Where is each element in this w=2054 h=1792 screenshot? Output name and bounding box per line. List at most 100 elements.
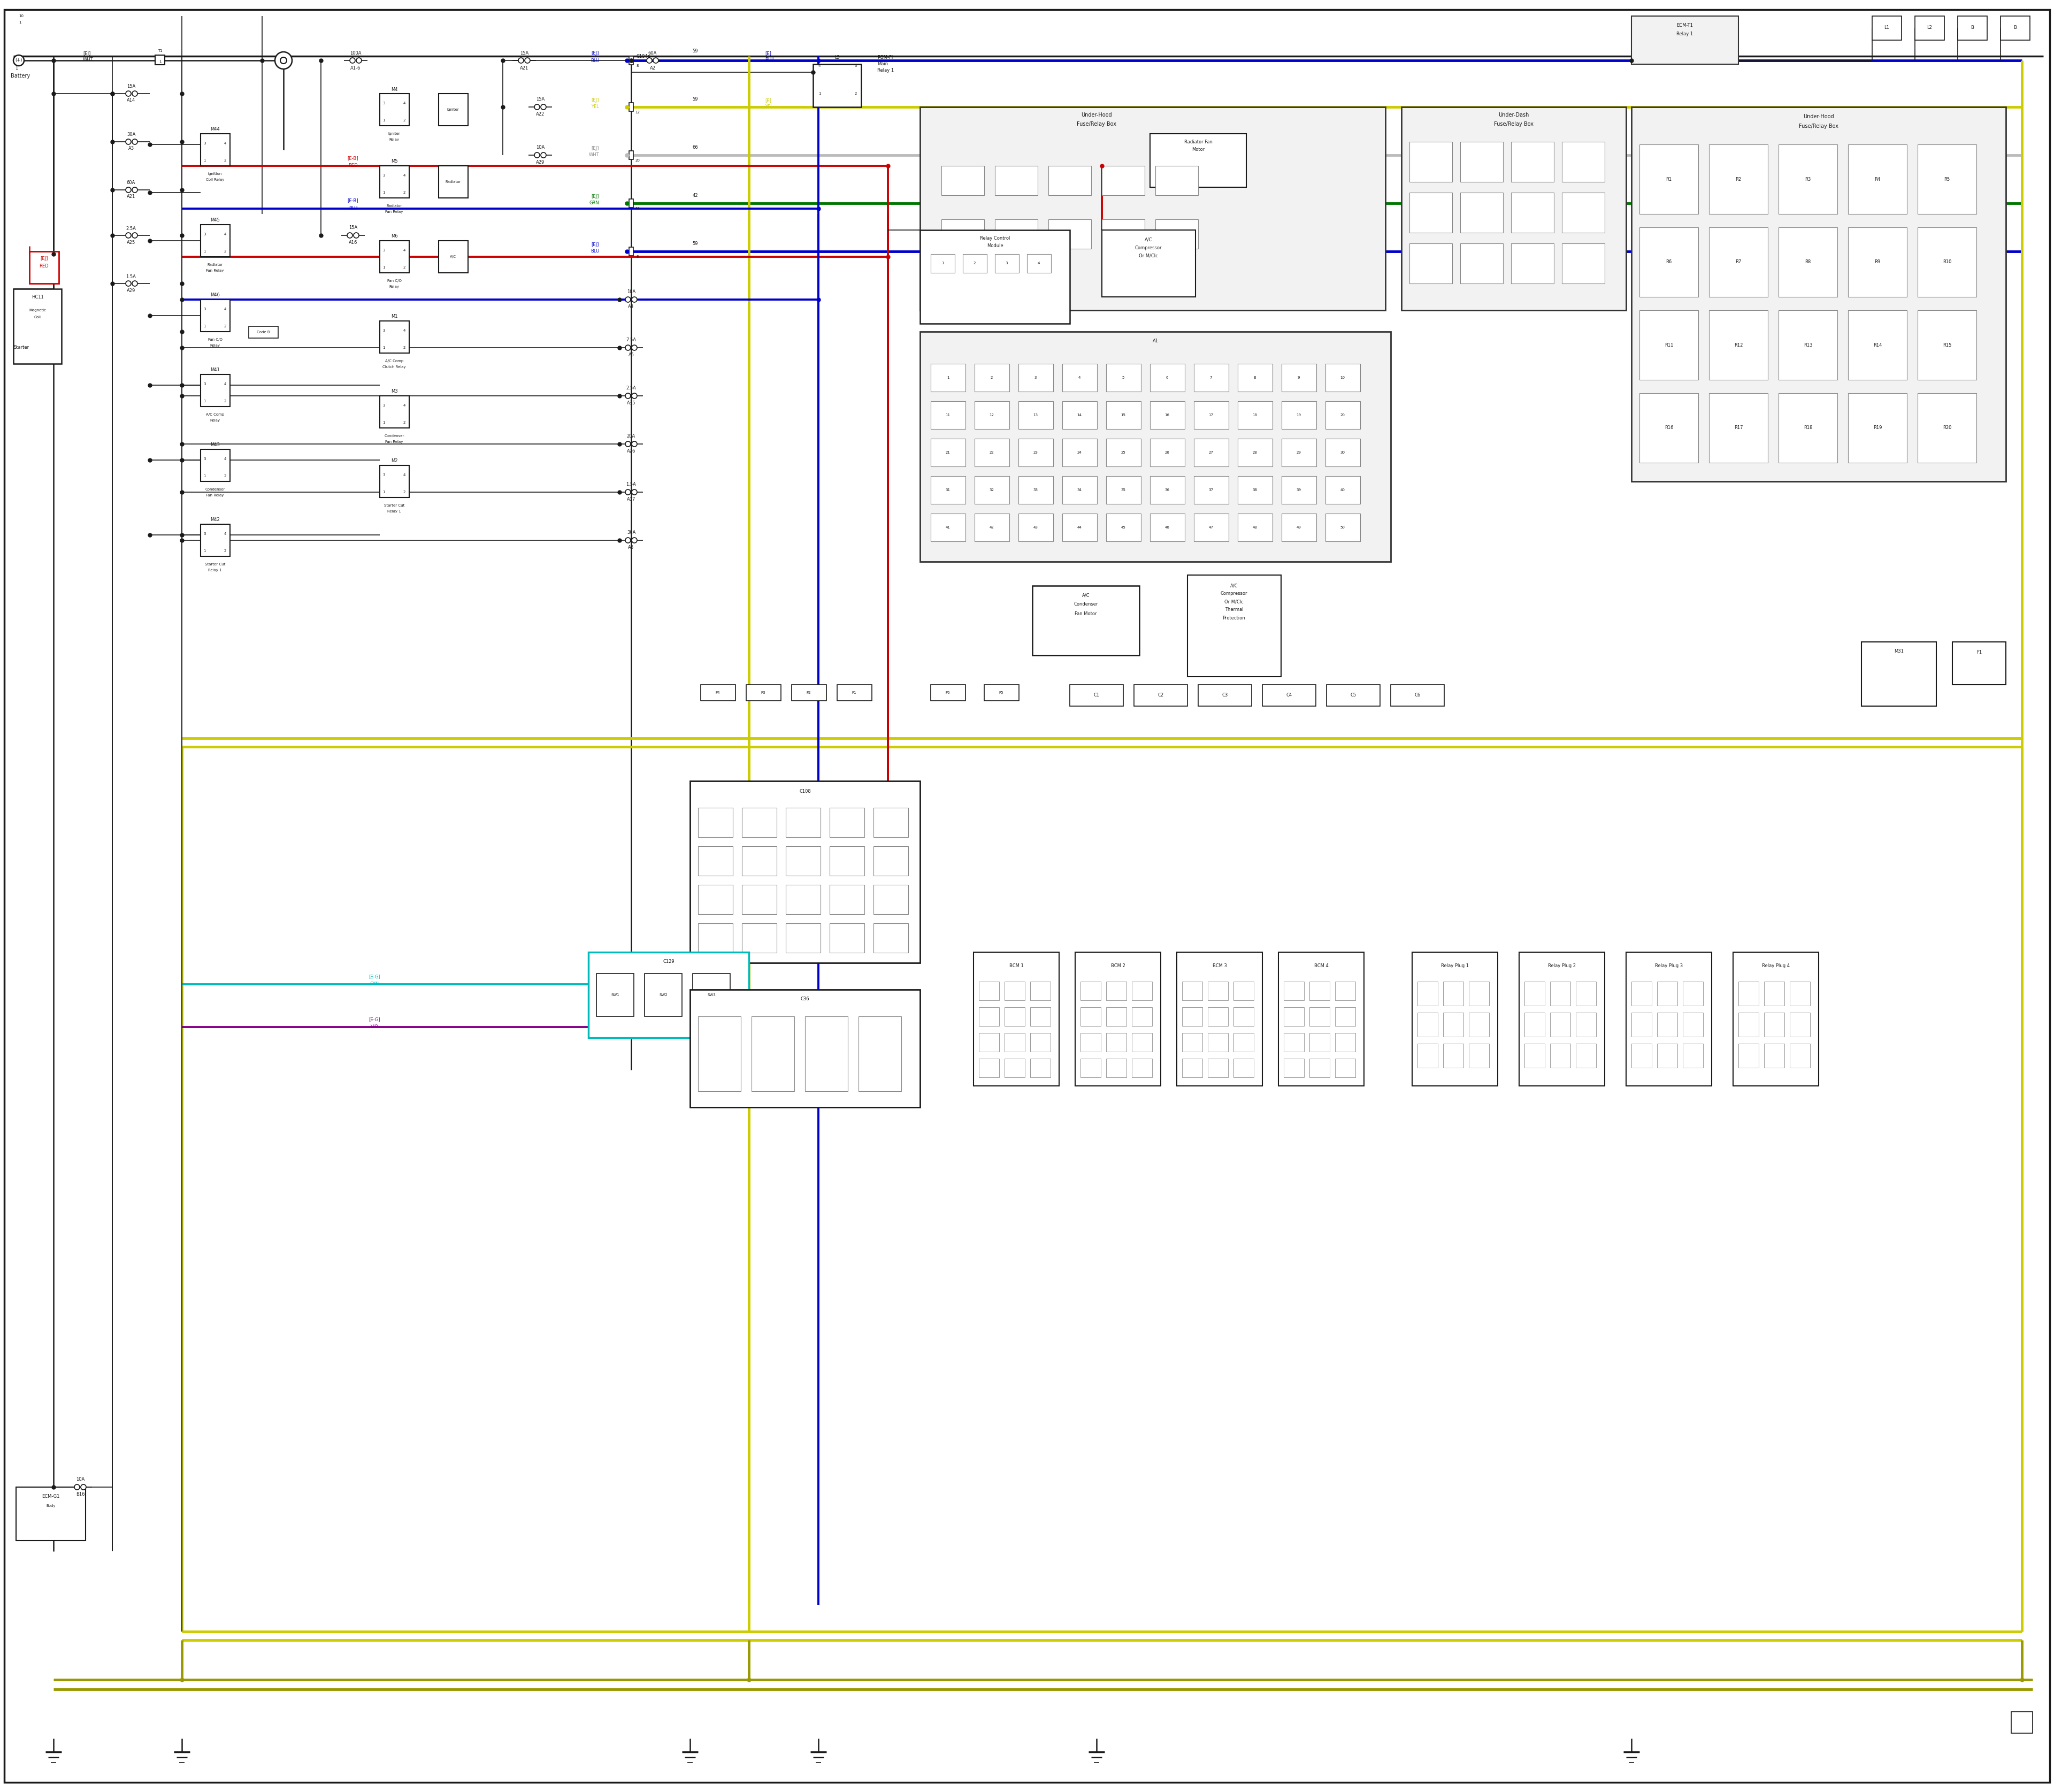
Text: Radiator: Radiator xyxy=(446,181,460,183)
Bar xyxy=(930,401,965,428)
Bar xyxy=(1031,1032,1050,1052)
Circle shape xyxy=(279,57,288,65)
Text: 39: 39 xyxy=(1296,489,1300,491)
Bar xyxy=(1469,1012,1489,1038)
Text: GRN: GRN xyxy=(589,201,600,206)
Bar xyxy=(980,1032,998,1052)
Text: Radiator Fan: Radiator Fan xyxy=(1183,140,1212,143)
Text: 66: 66 xyxy=(692,145,698,149)
Bar xyxy=(1019,514,1054,541)
Text: Relay Plug 1: Relay Plug 1 xyxy=(1442,962,1469,968)
Bar xyxy=(1409,192,1452,233)
Bar xyxy=(741,808,776,837)
Text: R16: R16 xyxy=(1664,425,1674,430)
Text: M3: M3 xyxy=(390,389,398,394)
Bar xyxy=(1183,1032,1202,1052)
Text: 29: 29 xyxy=(1296,452,1300,453)
Bar xyxy=(1918,145,1976,213)
Bar xyxy=(1234,1032,1253,1052)
Text: Relay Plug 4: Relay Plug 4 xyxy=(1762,962,1789,968)
Bar xyxy=(1208,982,1228,1000)
Bar xyxy=(1575,1043,1596,1068)
Bar xyxy=(1658,982,1678,1005)
Text: [EJ]: [EJ] xyxy=(592,99,600,102)
Bar xyxy=(1335,1007,1356,1027)
Text: 8: 8 xyxy=(637,254,639,258)
Bar xyxy=(1284,1032,1304,1052)
Bar xyxy=(1551,982,1571,1005)
Bar xyxy=(1524,1043,1545,1068)
Bar xyxy=(1575,1012,1596,1038)
Text: 23: 23 xyxy=(1033,452,1037,453)
Bar xyxy=(1183,982,1202,1000)
Bar xyxy=(1027,254,1052,272)
Bar xyxy=(941,167,984,195)
Circle shape xyxy=(14,56,25,66)
Text: Fan C/O: Fan C/O xyxy=(386,280,401,283)
Bar xyxy=(1004,1032,1025,1052)
Text: 42: 42 xyxy=(990,525,994,529)
Text: L5: L5 xyxy=(834,56,840,61)
Bar xyxy=(830,885,865,914)
Circle shape xyxy=(633,346,637,351)
Bar xyxy=(1107,439,1140,466)
Text: Igniter: Igniter xyxy=(448,108,460,111)
Bar xyxy=(1132,1007,1152,1027)
Circle shape xyxy=(355,57,362,63)
Text: A21: A21 xyxy=(520,66,528,70)
Bar xyxy=(1779,392,1838,462)
Text: 1: 1 xyxy=(203,550,205,552)
Bar xyxy=(1789,1012,1810,1038)
Bar xyxy=(1107,1059,1126,1077)
Circle shape xyxy=(540,104,546,109)
Text: BCM 4: BCM 4 xyxy=(1315,962,1329,968)
Text: 2: 2 xyxy=(854,91,857,95)
Text: R13: R13 xyxy=(1803,342,1812,348)
Text: Relay: Relay xyxy=(210,419,220,423)
Bar xyxy=(1284,982,1304,1000)
Text: 7.5A: 7.5A xyxy=(626,339,637,342)
Text: Relay 1: Relay 1 xyxy=(207,568,222,572)
Bar xyxy=(1193,364,1228,392)
Bar xyxy=(1631,16,1738,65)
Text: Under-Hood: Under-Hood xyxy=(1803,115,1834,120)
Bar xyxy=(1524,982,1545,1005)
Bar xyxy=(1031,1059,1050,1077)
Text: Fan Relay: Fan Relay xyxy=(386,441,403,443)
Bar xyxy=(1512,142,1555,181)
Bar xyxy=(14,289,62,364)
Bar xyxy=(1631,1043,1651,1068)
Bar xyxy=(380,240,409,272)
Text: Under-Hood: Under-Hood xyxy=(1080,113,1111,118)
Bar xyxy=(1335,982,1356,1000)
Text: P4: P4 xyxy=(715,692,721,694)
Bar xyxy=(994,254,1019,272)
Text: M46: M46 xyxy=(210,292,220,297)
Circle shape xyxy=(125,140,131,145)
Text: 1: 1 xyxy=(203,475,205,478)
Bar xyxy=(1658,1043,1678,1068)
Bar xyxy=(1234,1007,1253,1027)
Bar xyxy=(1709,310,1768,380)
Text: 1: 1 xyxy=(14,66,18,72)
Bar xyxy=(1849,228,1906,297)
Bar xyxy=(1101,229,1195,297)
Bar xyxy=(201,450,230,482)
Circle shape xyxy=(633,297,637,303)
Text: 37: 37 xyxy=(1208,489,1214,491)
Text: Condenser: Condenser xyxy=(384,434,405,437)
Text: Coil: Coil xyxy=(35,315,41,319)
Bar xyxy=(1524,1012,1545,1038)
Bar xyxy=(1107,364,1140,392)
Text: ECM-T1: ECM-T1 xyxy=(1676,23,1692,29)
Bar xyxy=(1520,952,1604,1086)
Text: 2: 2 xyxy=(990,376,992,380)
Bar xyxy=(700,685,735,701)
Text: R15: R15 xyxy=(1943,342,1951,348)
Text: Relay 1: Relay 1 xyxy=(388,509,401,513)
Text: SW3: SW3 xyxy=(707,993,715,996)
Bar xyxy=(698,1016,741,1091)
Bar xyxy=(994,219,1037,249)
Bar xyxy=(1193,439,1228,466)
Text: Coil Relay: Coil Relay xyxy=(205,177,224,181)
